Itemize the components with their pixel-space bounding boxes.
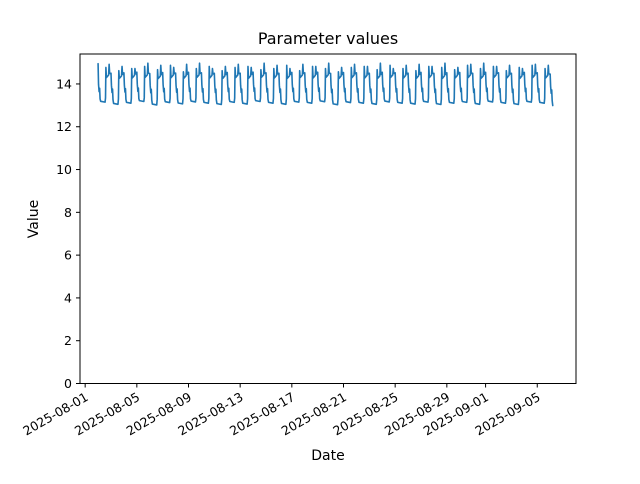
data-line-parameter	[97, 62, 554, 107]
y-tick-label: 12	[56, 119, 72, 134]
y-tick-label: 8	[64, 205, 72, 220]
y-tick-label: 4	[64, 290, 72, 305]
y-tick-label: 14	[56, 76, 72, 91]
chart-title: Parameter values	[258, 29, 398, 48]
axes-frame	[79, 53, 577, 384]
y-tick-label: 10	[56, 162, 72, 177]
y-tick-label: 6	[64, 248, 72, 263]
y-tick-label: 2	[64, 333, 72, 348]
y-tick-label: 0	[64, 376, 72, 391]
x-axis-label: Date	[311, 448, 344, 464]
y-axis-label: Value	[26, 200, 42, 238]
